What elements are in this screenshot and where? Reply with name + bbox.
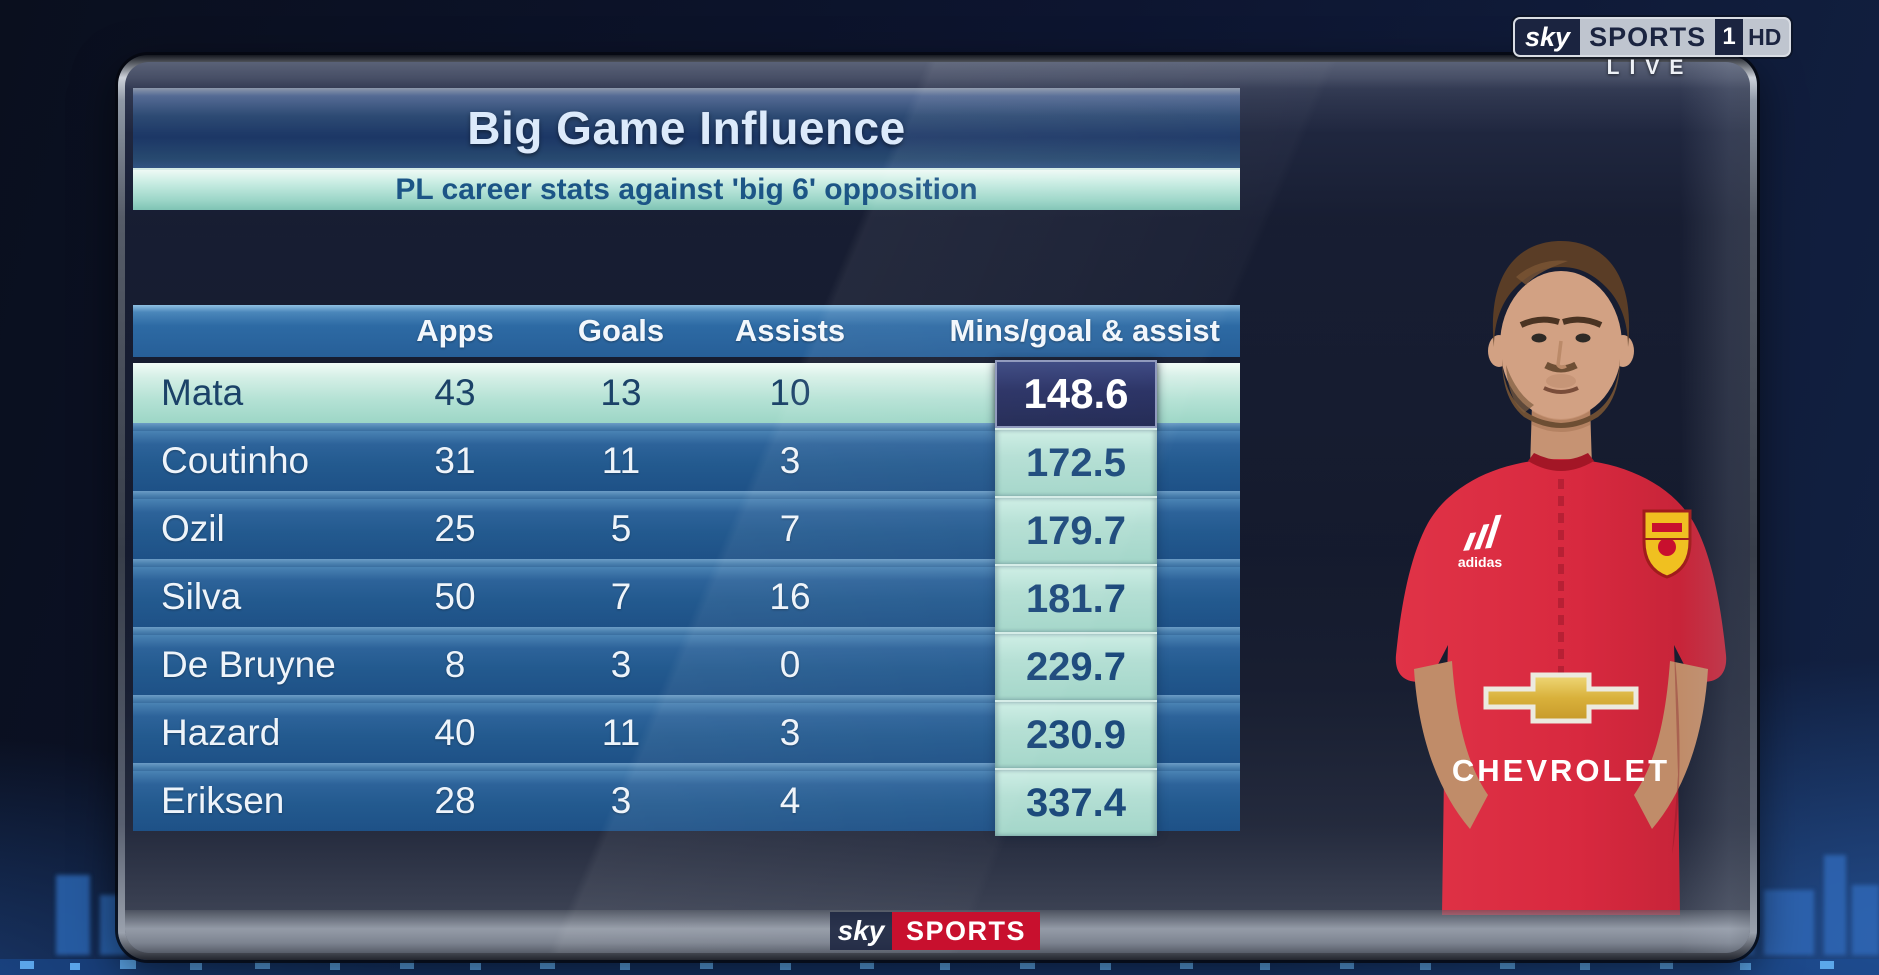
row-separator <box>133 491 1240 499</box>
assists-cell: 10 <box>769 372 811 413</box>
column-header-apps: Apps <box>416 313 494 348</box>
goals-cell: 7 <box>610 576 632 617</box>
adidas-wordmark: adidas <box>1458 554 1503 570</box>
player-photo: adidas CHEVROLET <box>1395 241 1727 915</box>
stats-table: Apps Goals Assists Mins/goal & assist Ma… <box>133 62 1240 953</box>
page-subtitle: PL career stats against 'big 6' oppositi… <box>395 173 978 206</box>
goals-cell: 3 <box>610 644 632 685</box>
sports-wordmark: SPORTS <box>1589 21 1707 52</box>
mins-value-cell: 337.4 <box>995 768 1157 836</box>
sky-sports-footer-logo: sky SPORTS <box>830 912 1041 950</box>
mins-strip: 148.6 172.5 179.7 181.7 229.7 230.9 337.4 <box>995 360 1157 836</box>
apps-cell: 25 <box>434 508 476 549</box>
assists-cell: 3 <box>779 712 801 753</box>
row-separator <box>133 559 1240 567</box>
goals-cell: 11 <box>601 440 641 481</box>
row-separator <box>133 695 1240 703</box>
column-header-goals: Goals <box>577 313 665 348</box>
player-name-cell: Silva <box>161 576 242 617</box>
panel-subtitle-bar: PL career stats against 'big 6' oppositi… <box>133 168 1240 210</box>
chevrolet-wordmark: CHEVROLET <box>1452 753 1670 788</box>
assists-cell: 16 <box>769 576 811 617</box>
apps-cell: 40 <box>434 712 476 753</box>
adidas-logo: adidas <box>1458 514 1503 570</box>
apps-cell: 28 <box>434 780 476 821</box>
player-right-arm <box>1634 661 1708 829</box>
apps-cell: 43 <box>434 372 476 413</box>
live-badge: LIVE <box>1606 56 1694 79</box>
sports-logo-box: SPORTS <box>892 912 1041 950</box>
assists-cell: 7 <box>779 508 801 549</box>
goals-cell: 3 <box>610 780 632 821</box>
table-header-row: Apps Goals Assists Mins/goal & assist <box>133 305 1240 357</box>
player-name-cell: De Bruyne <box>161 644 336 685</box>
panel-title-bar: Big Game Influence <box>133 88 1240 168</box>
assists-cell: 0 <box>779 644 801 685</box>
sky-sports-1-hd-logo: sky SPORTS 1 HD <box>1515 19 1790 55</box>
channel-number-badge: 1 <box>1715 19 1744 55</box>
mins-value-cell: 179.7 <box>995 496 1157 564</box>
stats-panel: Big Game Influence PL career stats again… <box>118 55 1757 960</box>
row-separator <box>133 763 1240 771</box>
column-header-assists: Assists <box>734 313 846 348</box>
player-name-cell: Ozil <box>161 508 225 549</box>
goals-cell: 11 <box>601 712 641 753</box>
chevrolet-bowtie-icon <box>1483 672 1639 724</box>
apps-cell: 31 <box>434 440 476 481</box>
mins-value-cell: 229.7 <box>995 632 1157 700</box>
goals-cell: 5 <box>610 508 632 549</box>
stats-panel-body: Big Game Influence PL career stats again… <box>125 62 1750 953</box>
player-name-cell: Hazard <box>161 712 281 753</box>
mins-value-cell: 172.5 <box>995 428 1157 496</box>
column-header-mins: Mins/goal & assist <box>949 313 1220 348</box>
assists-cell: 3 <box>779 440 801 481</box>
assists-cell: 4 <box>779 780 801 821</box>
hd-badge: HD <box>1748 23 1782 50</box>
row-separator <box>133 423 1240 431</box>
chevrolet-logo: CHEVROLET <box>1452 672 1670 788</box>
mins-value-cell: 148.6 <box>995 360 1157 428</box>
apps-cell: 50 <box>434 576 476 617</box>
shirt-collar <box>1528 453 1594 471</box>
player-name-cell: Coutinho <box>161 440 310 481</box>
sky-logo-box: sky <box>830 912 892 950</box>
apps-cell: 8 <box>444 644 466 685</box>
mins-value-cell: 181.7 <box>995 564 1157 632</box>
player-left-arm <box>1414 661 1488 829</box>
row-separator <box>133 627 1240 635</box>
player-name-cell: Mata <box>161 372 244 413</box>
club-crest <box>1642 509 1692 579</box>
page-title: Big Game Influence <box>467 102 906 154</box>
player-hair <box>1492 241 1630 347</box>
sky-logo-box: sky <box>1515 19 1581 55</box>
mins-value-cell: 230.9 <box>995 700 1157 768</box>
goals-cell: 13 <box>600 372 642 413</box>
player-name-cell: Eriksen <box>161 780 285 821</box>
